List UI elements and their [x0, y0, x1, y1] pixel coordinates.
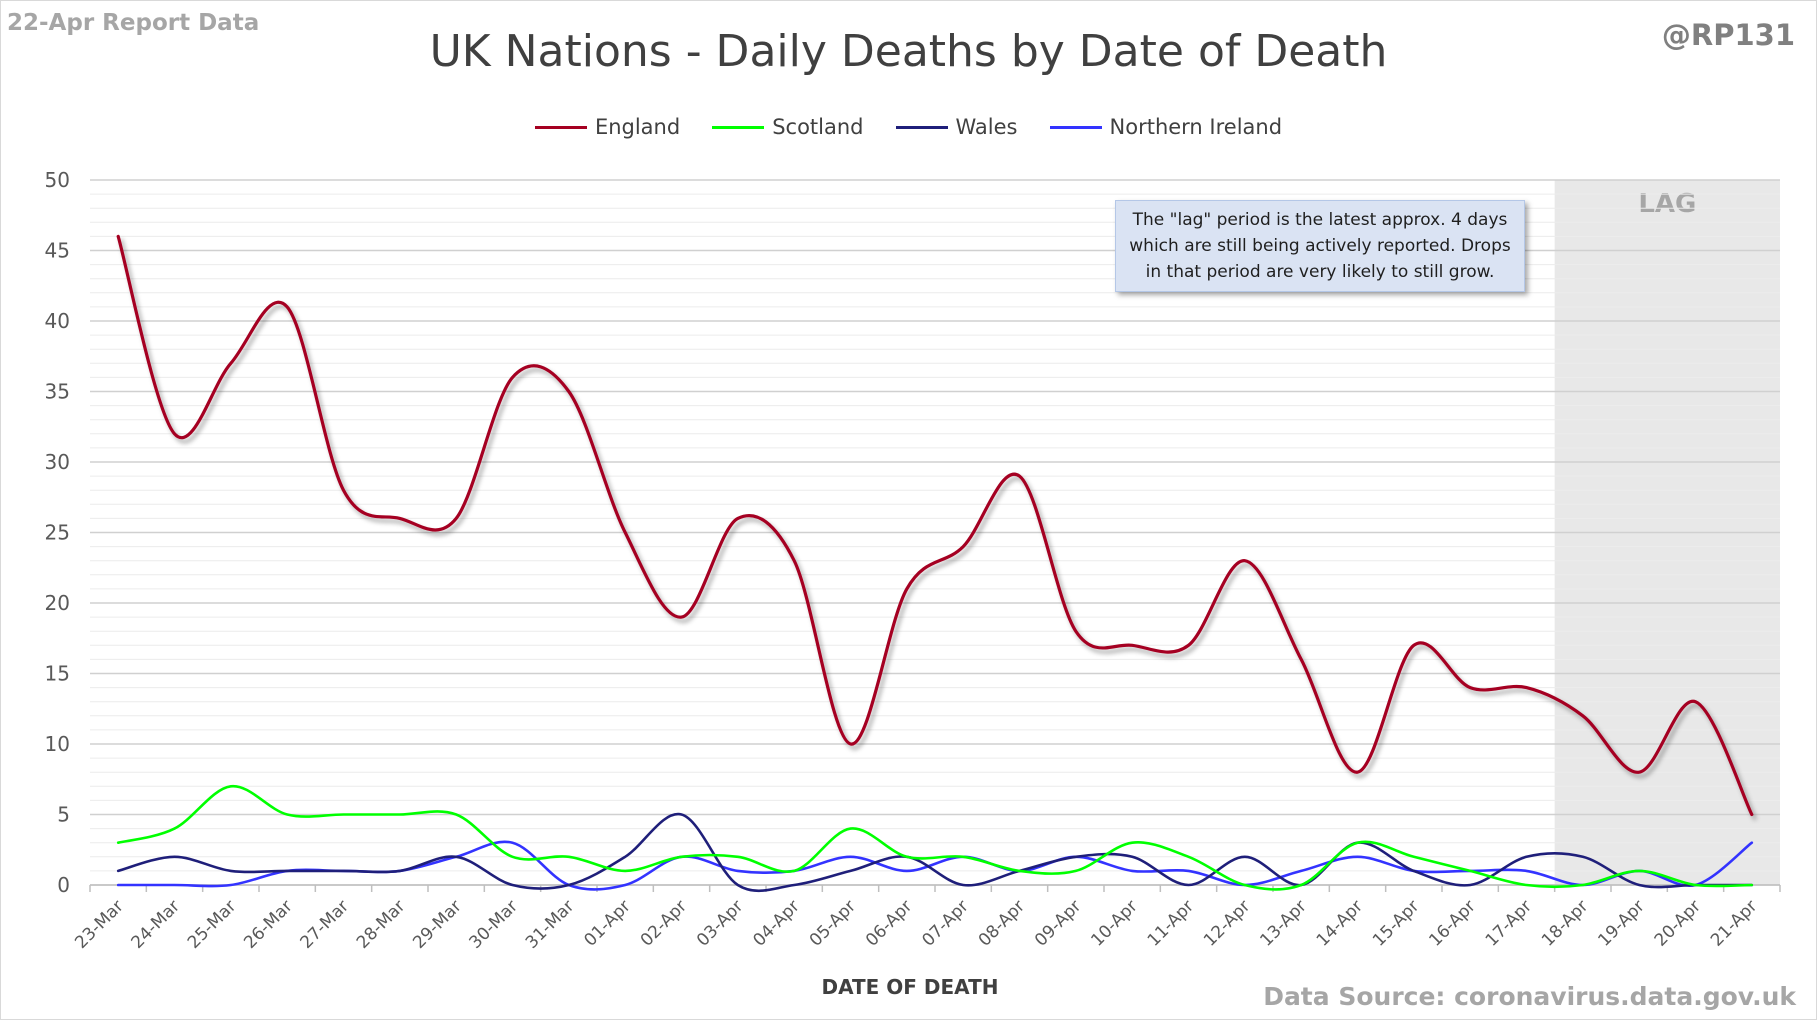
- x-tick-label: 20-Apr: [1651, 896, 1705, 950]
- x-tick-label: 30-Mar: [466, 896, 522, 952]
- y-tick-label: 5: [57, 803, 70, 827]
- y-tick-label: 50: [45, 168, 70, 192]
- x-tick-label: 28-Mar: [353, 896, 409, 952]
- y-tick-label: 0: [57, 873, 70, 897]
- y-tick-label: 15: [45, 662, 70, 686]
- y-tick-label: 30: [45, 450, 70, 474]
- y-tick-label: 10: [45, 732, 70, 756]
- x-tick-label: 26-Mar: [240, 896, 296, 952]
- legend-swatch-northern-ireland: [1049, 125, 1102, 129]
- legend-item-scotland: Scotland: [712, 115, 864, 139]
- y-tick-label: 45: [45, 239, 70, 263]
- chart-title: UK Nations - Daily Deaths by Date of Dea…: [429, 26, 1388, 77]
- x-tick-label: 29-Mar: [409, 896, 465, 952]
- series-line-wales: [116, 812, 1754, 893]
- x-tick-label: 27-Mar: [297, 896, 353, 952]
- y-tick-label: 35: [45, 380, 70, 404]
- x-tick-label: 21-Apr: [1707, 896, 1761, 950]
- x-tick-label: 17-Apr: [1482, 896, 1536, 950]
- legend-swatch-scotland: [712, 125, 765, 129]
- legend-label-northern-ireland: Northern Ireland: [1109, 115, 1283, 139]
- x-tick-label: 18-Apr: [1538, 896, 1592, 950]
- x-tick-label: 06-Apr: [862, 896, 916, 950]
- x-tick-label: 08-Apr: [975, 896, 1029, 950]
- legend-label-england: England: [594, 115, 681, 139]
- data-source-label: Data Source: coronavirus.data.gov.uk: [1263, 982, 1796, 1011]
- author-handle: @RP131: [1661, 18, 1795, 52]
- x-tick-label: 10-Apr: [1087, 896, 1141, 950]
- report-date-label: 22-Apr Report Data: [7, 10, 260, 36]
- x-tick-label: 31-Mar: [522, 896, 578, 952]
- x-tick-label: 19-Apr: [1594, 896, 1648, 950]
- lag-label: LAG: [1638, 189, 1696, 219]
- x-tick-label: 13-Apr: [1256, 896, 1310, 950]
- x-tick-label: 04-Apr: [749, 896, 803, 950]
- x-axis-label: DATE OF DEATH: [821, 975, 999, 999]
- legend-swatch-england: [534, 125, 587, 129]
- legend-item-wales: Wales: [895, 115, 1018, 139]
- x-tick-label: 09-Apr: [1031, 896, 1085, 950]
- x-tick-label: 14-Apr: [1313, 896, 1367, 950]
- series-line-england: [116, 234, 1754, 817]
- x-tick-label: 11-Apr: [1144, 896, 1198, 950]
- legend-label-wales: Wales: [955, 115, 1018, 139]
- lag-note: The "lag" period is the latest approx. 4…: [1115, 200, 1525, 292]
- x-tick-label: 02-Apr: [637, 896, 691, 950]
- y-tick-label: 40: [45, 309, 70, 333]
- x-tick-label: 12-Apr: [1200, 896, 1254, 950]
- x-tick-label: 01-Apr: [580, 896, 634, 950]
- chart-legend: England Scotland Wales Northern Ireland: [0, 115, 1817, 139]
- series-line-scotland: [116, 784, 1754, 891]
- x-tick-label: 23-Mar: [71, 896, 127, 952]
- legend-swatch-wales: [895, 125, 948, 129]
- x-tick-label: 25-Mar: [184, 896, 240, 952]
- legend-item-england: England: [534, 115, 681, 139]
- y-tick-label: 25: [45, 521, 70, 545]
- legend-item-northern-ireland: Northern Ireland: [1049, 115, 1283, 139]
- x-tick-label: 05-Apr: [806, 896, 860, 950]
- x-tick-label: 24-Mar: [128, 896, 184, 952]
- x-tick-label: 16-Apr: [1425, 896, 1479, 950]
- legend-label-scotland: Scotland: [772, 115, 864, 139]
- x-tick-label: 07-Apr: [918, 896, 972, 950]
- x-tick-label: 15-Apr: [1369, 896, 1423, 950]
- x-tick-label: 03-Apr: [693, 896, 747, 950]
- y-tick-label: 20: [45, 591, 70, 615]
